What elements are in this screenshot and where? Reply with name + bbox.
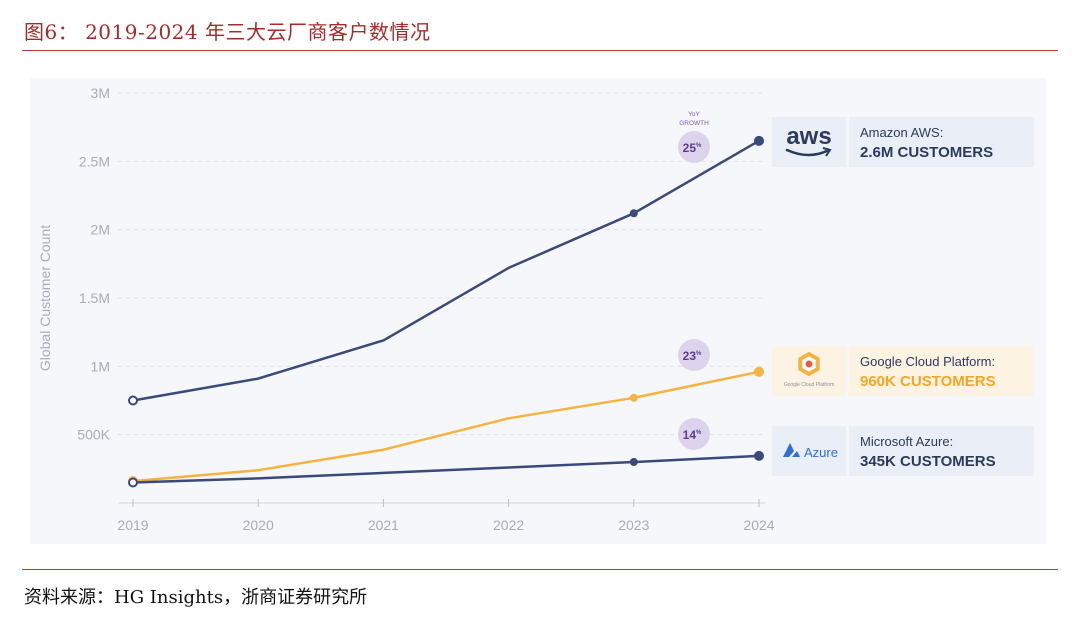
google-cloud-wordmark: Google Cloud Platform xyxy=(784,382,835,388)
growth-badge-circle xyxy=(678,131,710,163)
series-line xyxy=(132,454,760,484)
legend-card-text-box xyxy=(849,117,1034,167)
growth-badge-unit: % xyxy=(696,430,702,436)
growth-header: YoY xyxy=(688,111,700,118)
growth-header: GROWTH xyxy=(679,120,709,127)
series-line xyxy=(132,139,760,402)
data-point xyxy=(629,209,638,218)
y-tick-label: 500K xyxy=(77,427,110,443)
data-point xyxy=(128,395,138,406)
growth-badge-unit: % xyxy=(696,351,702,357)
legend-card-label: Google Cloud Platform: xyxy=(860,354,995,369)
source-note: 资料来源：HG Insights，浙商证券研究所 xyxy=(24,587,368,608)
series-points xyxy=(128,135,764,488)
x-tick-label: 2023 xyxy=(618,517,649,533)
data-point xyxy=(629,458,638,466)
aws-smile-icon xyxy=(785,148,831,157)
legend-card: aws Amazon AWS: 2.6M CUSTOMERS xyxy=(772,117,1034,167)
y-tick-label: 3M xyxy=(91,85,110,101)
source-rule xyxy=(22,569,1058,570)
legend-card-value: 2.6M CUSTOMERS xyxy=(860,144,993,161)
y-tick-label: 1M xyxy=(91,358,110,374)
x-tick-labels: 2019 2020 2021 2022 2023 2024 xyxy=(117,517,774,533)
x-tick-label: 2021 xyxy=(368,517,399,533)
growth-badge-unit: % xyxy=(696,143,702,149)
title-rule xyxy=(22,50,1058,51)
legend-card-text-box xyxy=(849,346,1034,396)
x-tick-label: 2019 xyxy=(117,517,148,533)
growth-badge: 14% xyxy=(678,418,710,450)
legend-cards: aws Amazon AWS: 2.6M CUSTOMERS Google Cloud… xyxy=(772,117,1034,476)
legend-card: Azure Microsoft Azure: 345K CUSTOMERS xyxy=(772,426,1034,476)
y-tick-label: 2.5M xyxy=(79,153,110,169)
grid-lines xyxy=(118,92,765,507)
google-cloud-core-icon xyxy=(805,360,813,368)
figure-title: 图6： 2019-2024 年三大云厂商客户数情况 xyxy=(24,20,431,44)
legend-card-logo-box xyxy=(772,117,846,167)
azure-logo-icon-part xyxy=(792,451,800,457)
legend-card-text-box xyxy=(849,426,1034,476)
growth-badge-circle xyxy=(678,418,710,450)
growth-badge: 23% xyxy=(678,339,710,371)
y-axis-label: Global Customer Count xyxy=(37,225,53,371)
x-tick-label: 2024 xyxy=(743,517,774,533)
azure-wordmark: Azure xyxy=(804,445,838,460)
data-point xyxy=(629,393,638,402)
data-point xyxy=(754,366,764,377)
legend-card: Google Cloud Platform Google Cloud Platfo… xyxy=(772,346,1034,396)
x-tick-label: 2022 xyxy=(493,517,524,533)
y-tick-label: 2M xyxy=(91,222,110,238)
aws-logo: aws xyxy=(786,123,831,150)
growth-badge-circle xyxy=(678,339,710,371)
y-tick-label: 1.5M xyxy=(79,290,110,306)
legend-card-label: Amazon AWS: xyxy=(860,125,943,140)
data-point xyxy=(128,477,138,488)
series-lines xyxy=(132,139,760,484)
yoy-growth-badges: YoY GROWTH 25% 23% 14% xyxy=(678,111,710,450)
aws-arrow-icon xyxy=(822,147,832,157)
legend-card-value: 345K CUSTOMERS xyxy=(860,453,996,470)
series-line xyxy=(132,370,760,483)
y-tick-labels: 500K 1M 1.5M 2M 2.5M 3M xyxy=(77,85,110,443)
azure-logo-icon xyxy=(783,443,794,457)
data-point xyxy=(754,450,764,461)
legend-card-logo-box xyxy=(772,426,846,476)
growth-badge: 25% xyxy=(678,131,710,163)
data-point xyxy=(754,135,764,146)
legend-card-value: 960K CUSTOMERS xyxy=(860,373,996,390)
legend-card-label: Microsoft Azure: xyxy=(860,434,953,449)
x-tick-label: 2020 xyxy=(243,517,274,533)
